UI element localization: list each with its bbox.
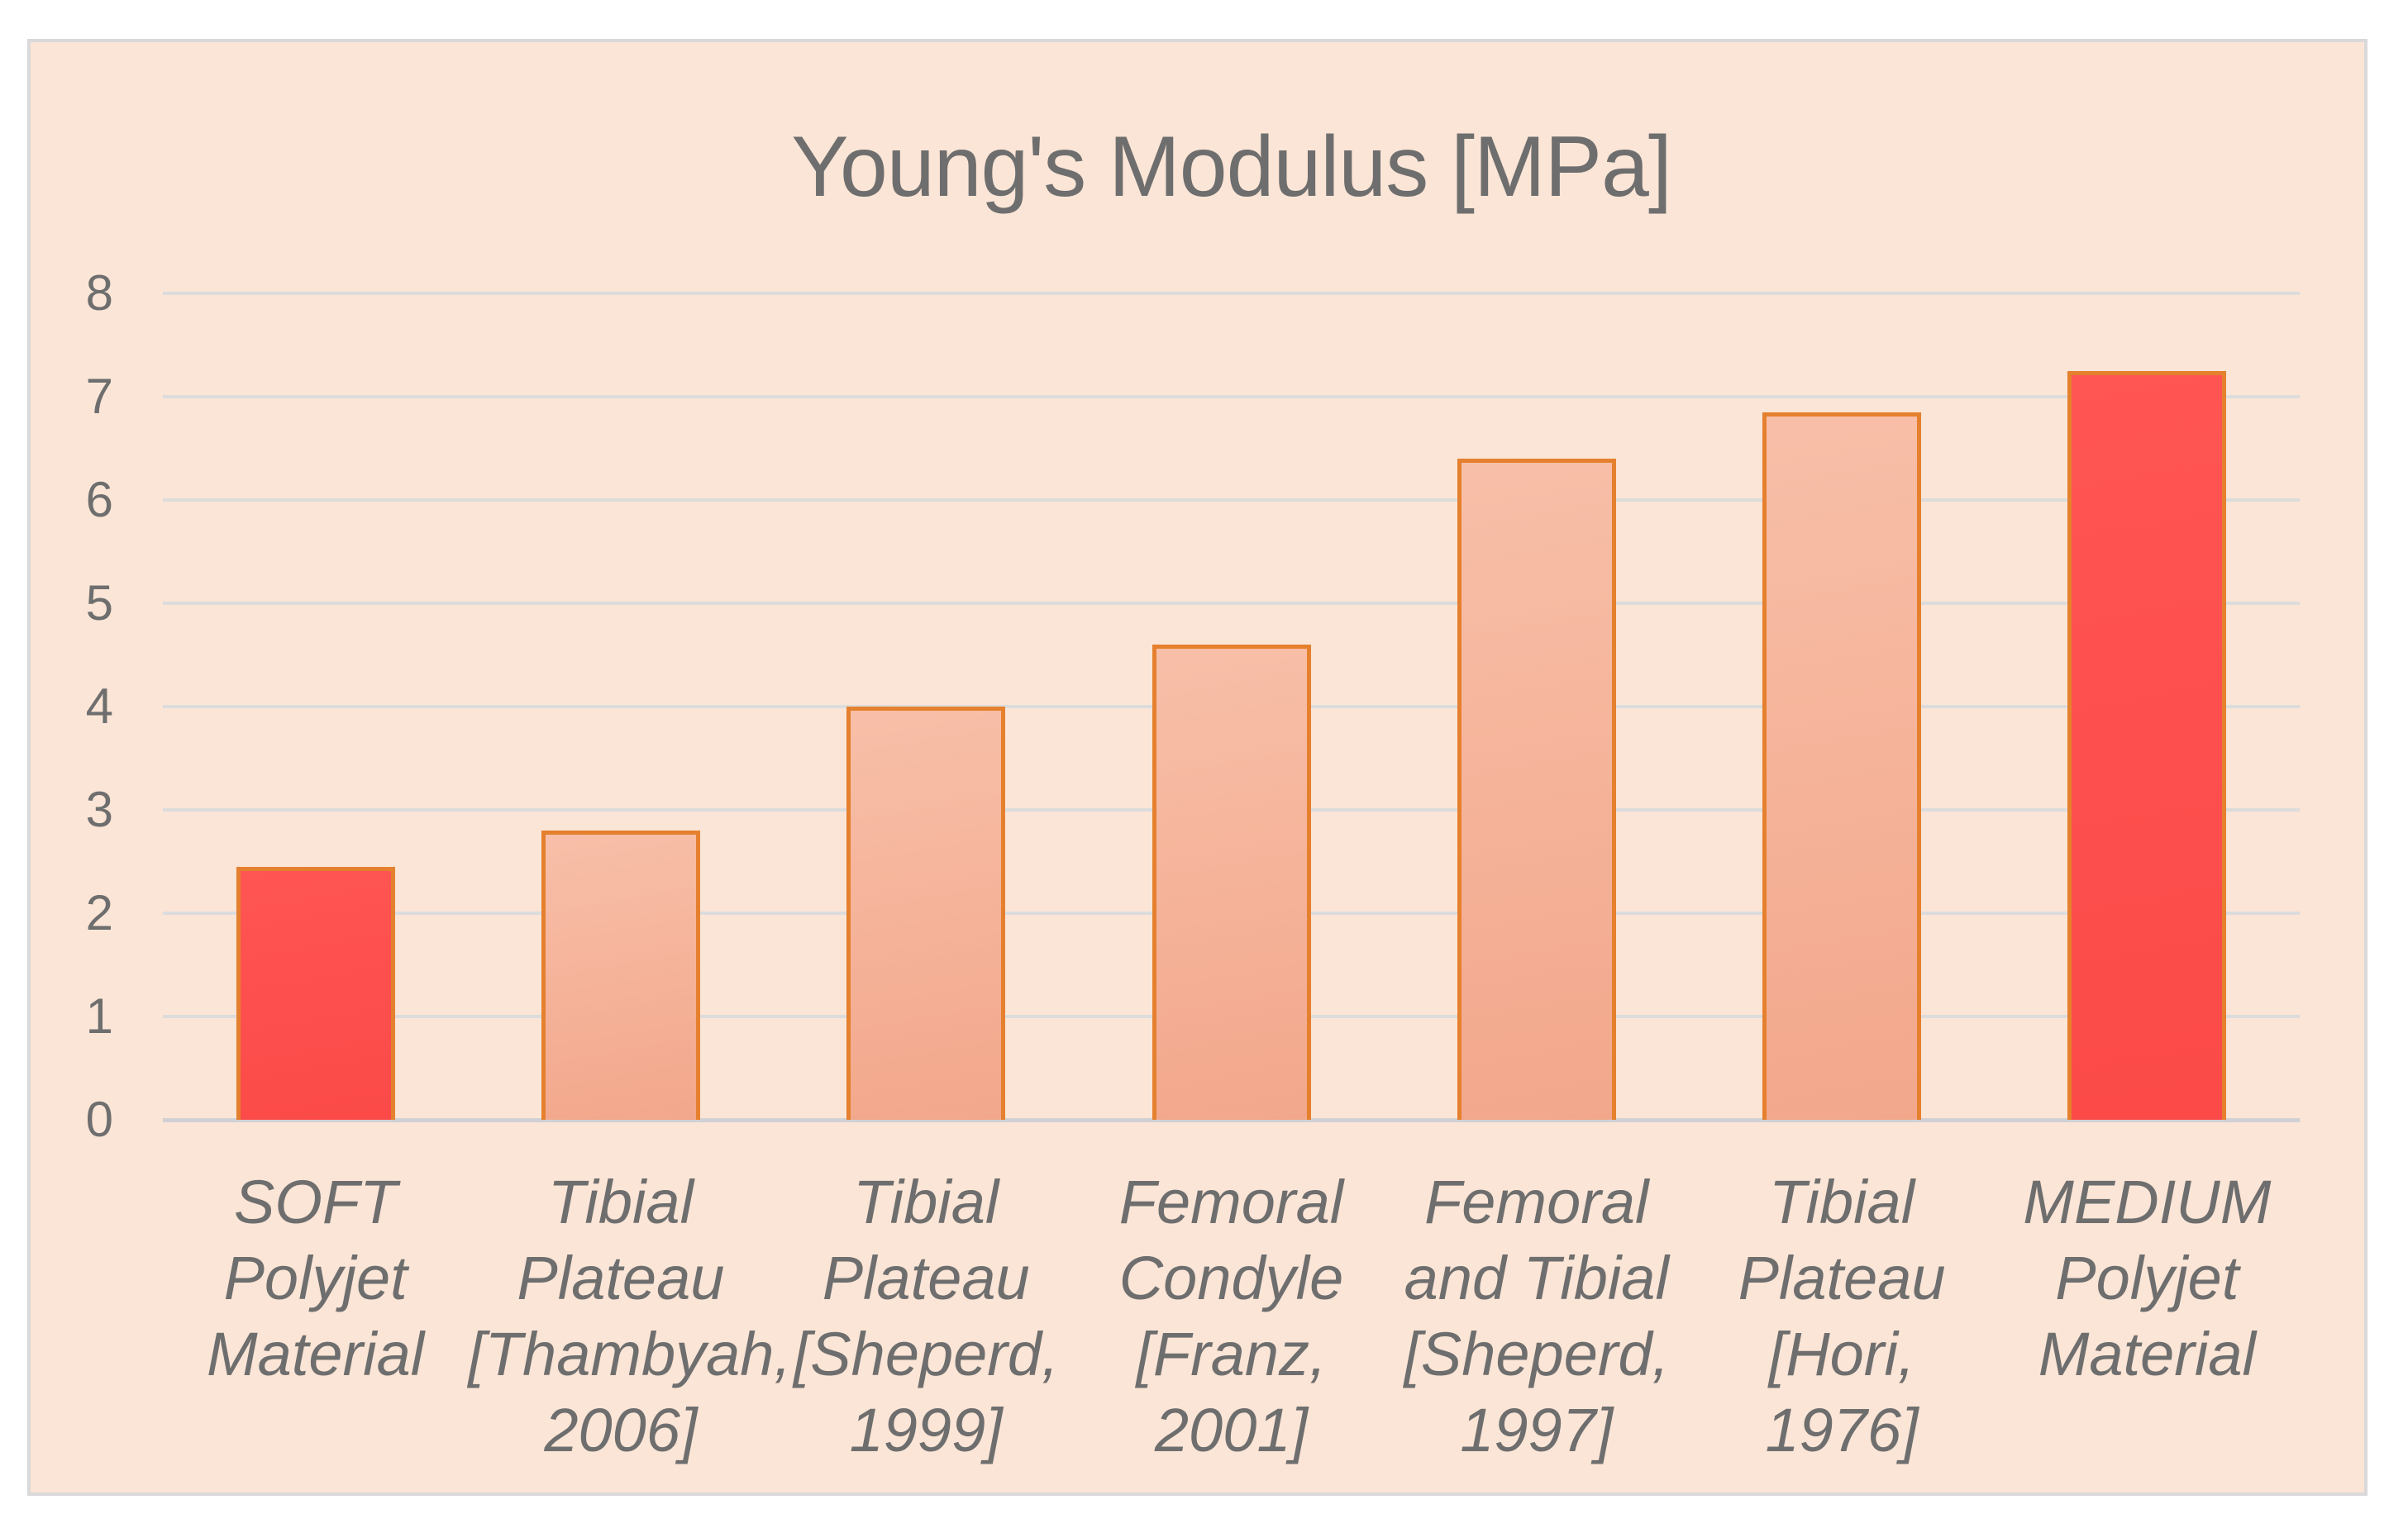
chart-panel: Young's Modulus [MPa] SOFT Polyjet Mater… — [27, 39, 2367, 1496]
category-label-tibial-plateau-sheperd-1999: Tibial Plateau [Sheperd, 1999] — [793, 1168, 1059, 1464]
y-tick-label-8: 8 — [85, 265, 113, 321]
chart-title: Young's Modulus [MPa] — [791, 119, 1672, 215]
category-axis: SOFT Polyjet Material Tibial Plateau [Tha… — [163, 1164, 2300, 1487]
y-tick-label-7: 7 — [85, 369, 113, 424]
bar-femoral-and-tibial-sheperd-1997 — [1457, 459, 1616, 1120]
y-tick-label-2: 2 — [85, 885, 113, 940]
bar-tibial-plateau-hori-1976 — [1762, 412, 1922, 1120]
category-label-tibial-plateau-hori-1976: Tibial Plateau [Hori, 1976] — [1738, 1168, 1946, 1464]
y-tick-label-5: 5 — [85, 575, 113, 631]
category-label-soft-polyjet-material: SOFT Polyjet Material — [207, 1168, 425, 1388]
gridline-6 — [163, 498, 2300, 502]
y-tick-label-4: 4 — [85, 678, 113, 734]
category-label-femoral-condyle-franz-2001: Femoral Condyle [Franz, 2001] — [1118, 1168, 1344, 1464]
gridline-8 — [163, 292, 2300, 295]
y-tick-label-3: 3 — [85, 782, 113, 837]
category-label-medium-polyjet-material: MEDIUM Polyjet Material — [2023, 1168, 2272, 1388]
y-tick-label-6: 6 — [85, 472, 113, 527]
y-tick-label-1: 1 — [85, 988, 113, 1044]
bar-femoral-condyle-franz-2001 — [1152, 645, 1311, 1120]
gridline-5 — [163, 602, 2300, 605]
category-label-femoral-and-tibial-sheperd-1997: Femoral and Tibial [Sheperd, 1997] — [1404, 1168, 1670, 1464]
bar-soft-polyjet-material — [236, 866, 395, 1120]
gridline-7 — [163, 395, 2300, 398]
x-axis-line — [163, 1118, 2300, 1122]
bar-medium-polyjet-material — [2067, 370, 2227, 1120]
bar-tibial-plateau-sheperd-1999 — [846, 707, 1006, 1120]
plot-area — [163, 292, 2300, 1122]
y-tick-label-0: 0 — [85, 1092, 113, 1147]
category-label-tibial-plateau-thambyah-2006: Tibial Plateau [Thambyah, 2006] — [468, 1168, 792, 1464]
bar-tibial-plateau-thambyah-2006 — [541, 831, 700, 1120]
